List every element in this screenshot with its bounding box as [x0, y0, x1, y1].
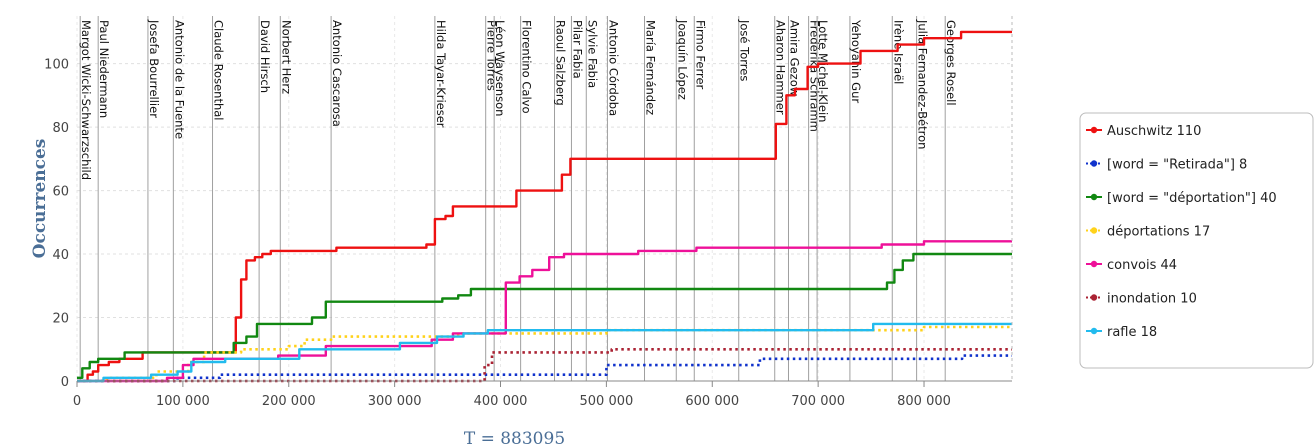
marker-label: Norbert Herz	[279, 20, 293, 94]
marker-label: Amira Gezow	[787, 20, 801, 96]
marker-label: Pilar Fabia	[570, 20, 584, 79]
x-axis-label: T = 883095	[464, 429, 565, 447]
marker-label: María Fernández	[644, 20, 658, 115]
x-tick-label: 200 000	[262, 394, 316, 409]
marker-label: Yehoyahin Gur	[849, 19, 863, 103]
legend-entry[interactable]: [word = "Retirada"] 8	[1107, 158, 1247, 173]
x-tick-label: 800 000	[897, 394, 951, 409]
marker-label: Josefa Bourrellier	[147, 19, 161, 118]
marker-label: Antonio de la Fuente	[172, 20, 186, 139]
marker-label: Margot Wicki-Schwarzschild	[79, 20, 93, 180]
marker-label: Raoul Salzberg	[554, 20, 568, 106]
series-group	[77, 30, 1012, 383]
y-tick-label: 60	[52, 185, 69, 200]
marker-label: Léon Waysenson	[493, 20, 507, 116]
marker-label: José Torres	[738, 19, 752, 81]
y-tick-label: 100	[44, 58, 69, 73]
legend-marker[interactable]	[1090, 193, 1098, 201]
series-line	[77, 322, 1012, 383]
marker-label: Julia Fernandez-Bétron	[916, 19, 930, 149]
legend-entry[interactable]: convois 44	[1107, 258, 1177, 273]
marker-label: Antonio Cascarosa	[330, 20, 344, 127]
legend-marker[interactable]	[1090, 327, 1098, 335]
x-tick-label: 300 000	[368, 394, 422, 409]
marker-label: Hilda Tayar-Krieser	[434, 20, 448, 128]
x-tick-label: 0	[73, 394, 81, 409]
series-line	[77, 252, 1012, 379]
marker-label: Firmo Ferrer	[693, 20, 707, 90]
legend-marker[interactable]	[1090, 294, 1098, 301]
legend-marker[interactable]	[1090, 160, 1098, 167]
x-tick-label: 400 000	[474, 394, 528, 409]
x-tick-label: 600 000	[685, 394, 739, 409]
x-tick-label: 700 000	[791, 394, 845, 409]
y-tick-label: 40	[52, 248, 69, 263]
legend-entry[interactable]: Auschwitz 110	[1107, 124, 1201, 139]
series-line	[77, 30, 1012, 383]
y-tick-label: 80	[52, 121, 69, 136]
marker-label: Irène Israël	[891, 20, 905, 84]
marker-label: Fredérika Schramm	[808, 20, 822, 132]
marker-label: Lotte Michel-Klein	[816, 20, 830, 122]
legend-marker[interactable]	[1090, 260, 1098, 268]
legend-entry[interactable]: déportations 17	[1107, 225, 1210, 240]
marker-label: Antonio Córdoba	[606, 20, 620, 116]
marker-label: Paul Niedermann	[97, 20, 111, 118]
legend-entry[interactable]: rafle 18	[1107, 325, 1157, 340]
legend-entry[interactable]: inondation 10	[1107, 292, 1197, 307]
y-tick-label: 20	[52, 312, 69, 327]
marker-label: Georges Rosell	[944, 20, 958, 106]
legend-box	[1079, 112, 1314, 369]
marker-label: Aharon Hammer	[774, 20, 788, 115]
y-tick-label: 0	[61, 375, 69, 390]
grid	[76, 16, 1012, 382]
legend[interactable]: Auschwitz 110 [word = "Retirada"] 8 [word …	[1079, 112, 1314, 369]
legend-marker[interactable]	[1090, 227, 1098, 234]
marker-lines: Margot Wicki-Schwarzschild Paul Niederman…	[79, 16, 958, 381]
marker-label: David Hirsch	[258, 20, 272, 93]
series-line	[77, 240, 1012, 383]
legend-marker[interactable]	[1090, 126, 1098, 134]
series-line	[77, 325, 1012, 383]
series-line	[77, 348, 1012, 383]
marker-label: Pierre Torres	[485, 20, 499, 91]
legend-entry[interactable]: [word = "déportation"] 40	[1107, 191, 1277, 206]
series-line	[77, 354, 1012, 383]
x-tick-label: 100 000	[156, 394, 210, 409]
marker-label: Florentino Calvo	[520, 20, 534, 113]
axes: 0 20 40 60 80 100 0 100 000 200 000 300 000 400 00…	[44, 16, 1013, 409]
marker-label: Joaquín López	[675, 19, 689, 100]
marker-label: Claude Rosenthal	[212, 20, 226, 121]
y-axis-label: Occurrences	[30, 139, 50, 259]
marker-label: Sylvie Fabia	[585, 20, 599, 88]
x-tick-label: 500 000	[580, 394, 634, 409]
